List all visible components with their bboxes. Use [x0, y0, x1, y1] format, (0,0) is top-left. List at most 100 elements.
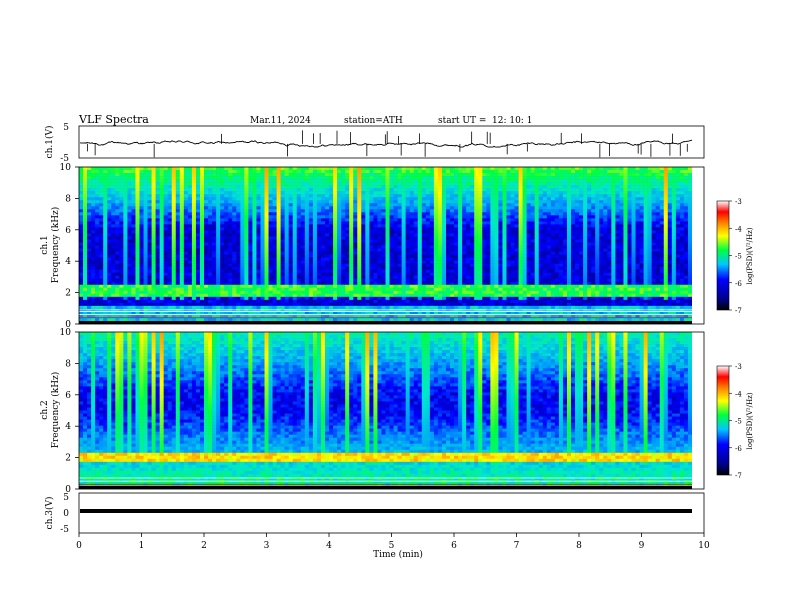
spectrogram-cell — [224, 212, 229, 216]
spectrogram-cell — [272, 239, 277, 243]
spectrogram-cell — [296, 263, 302, 267]
spectrogram-cell — [159, 257, 164, 261]
spectrogram-cell — [107, 311, 112, 316]
spectrogram-cell — [195, 284, 201, 289]
spectrogram-cell — [409, 260, 415, 264]
spectrogram-cell — [292, 248, 298, 252]
spectrogram-cell — [127, 254, 132, 258]
spectrogram-cell — [308, 236, 314, 240]
spectrogram-cell — [405, 290, 410, 295]
spectrogram-cell — [175, 221, 181, 225]
spectrogram-cell — [139, 266, 144, 270]
spectrogram-cell — [325, 206, 330, 210]
spectrogram-cell — [308, 296, 314, 301]
spectrogram-cell — [329, 236, 334, 240]
spectrogram-cell — [228, 173, 233, 177]
spectrogram-cell — [405, 188, 410, 192]
spectrogram-cell — [99, 236, 104, 240]
spectrogram-cell — [139, 305, 144, 310]
spectrogram-cell — [204, 272, 209, 276]
spectrogram-cell — [425, 254, 431, 258]
spectrogram-cell — [256, 266, 261, 270]
spectrogram-cell — [312, 230, 318, 234]
spectrogram-cell — [421, 317, 427, 322]
spectrogram-cell — [337, 176, 342, 180]
spectrogram-cell — [454, 260, 459, 264]
spectrogram-cell — [232, 317, 237, 322]
spectrogram-cell — [445, 203, 451, 207]
spectrogram-cell — [163, 257, 169, 261]
spectrogram-cell — [458, 206, 463, 210]
spectrogram-cell — [95, 254, 100, 258]
spectrogram-cell — [405, 281, 410, 286]
spectrogram-cell — [204, 236, 209, 240]
spectrogram-cell — [131, 290, 136, 295]
spectrogram-cell — [135, 230, 140, 234]
spectrogram-cell — [337, 269, 342, 273]
spectrogram-cell — [115, 305, 120, 310]
spectrogram-cell — [115, 263, 120, 267]
spectrogram-cell — [248, 200, 253, 204]
spectrogram-cell — [284, 194, 290, 198]
spectrogram-cell — [296, 212, 302, 216]
spectrogram-cell — [280, 314, 285, 319]
spectrogram-cell — [83, 296, 88, 301]
spectrogram-cell — [256, 230, 261, 234]
spectrogram-cell — [292, 251, 298, 255]
spectrogram-cell — [409, 215, 415, 219]
spectrogram-cell — [329, 170, 334, 174]
spectrogram-cell — [272, 200, 277, 204]
spectrogram-cell — [272, 272, 277, 276]
spectrogram-cell — [264, 209, 269, 213]
spectrogram-cell — [450, 284, 455, 289]
spectrogram-cell — [232, 239, 237, 243]
spectrogram-cell — [333, 269, 338, 273]
spectrogram-cell — [454, 209, 459, 213]
spectrogram-cell — [385, 269, 390, 273]
spectrogram-cell — [252, 281, 257, 286]
spectrogram-cell — [151, 242, 156, 246]
spectrogram-cell — [236, 233, 241, 237]
spectrogram-cell — [401, 311, 406, 316]
spectrogram-cell — [191, 266, 197, 270]
spectrogram-cell — [361, 275, 366, 280]
spectrogram-cell — [159, 239, 164, 243]
spectrogram-cell — [353, 200, 358, 204]
spectrogram-cell — [143, 212, 148, 216]
spectrogram-cell — [429, 206, 435, 210]
spectrogram-cell — [79, 185, 84, 189]
spectrogram-cell — [296, 227, 302, 231]
spectrogram-cell — [433, 188, 439, 192]
spectrogram-cell — [127, 230, 132, 234]
spectrogram-cell — [389, 233, 394, 237]
spectrogram-cell — [433, 236, 439, 240]
spectrogram-cell — [228, 314, 233, 319]
spectrogram-cell — [373, 167, 378, 171]
spectrogram-cell — [240, 194, 245, 198]
spectrogram-cell — [147, 266, 152, 270]
spectrogram-cell — [320, 167, 326, 171]
spectrogram-cell — [256, 200, 261, 204]
spectrogram-cell — [252, 305, 257, 310]
spectrogram-cell — [167, 299, 173, 304]
spectrogram-cell — [252, 206, 257, 210]
spectrogram-cell — [341, 281, 346, 286]
spectrogram-cell — [381, 191, 386, 195]
spectrogram-cell — [454, 278, 459, 283]
spectrogram-cell — [401, 248, 406, 252]
spectrogram-cell — [381, 284, 386, 289]
spectrogram-cell — [292, 278, 298, 283]
spectrogram-cell — [155, 206, 160, 210]
spectrogram-cell — [429, 281, 435, 286]
spectrogram-cell — [240, 233, 245, 237]
spectrogram-cell — [139, 191, 144, 195]
spectrogram-cell — [361, 221, 366, 225]
spectrogram-cell — [304, 200, 310, 204]
spectrogram-cell — [103, 221, 108, 225]
spectrogram-cell — [345, 251, 350, 255]
spectrogram-cell — [365, 311, 370, 316]
spectrogram-cell — [236, 248, 241, 252]
spectrogram-cell — [325, 173, 330, 177]
spectrogram-cell — [280, 170, 285, 174]
spectrogram-cell — [450, 230, 455, 234]
